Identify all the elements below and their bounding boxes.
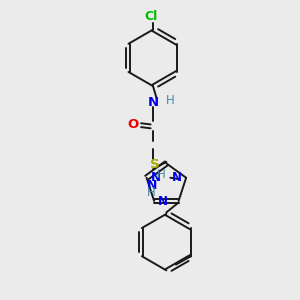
- Text: N: N: [147, 179, 157, 192]
- Text: O: O: [127, 118, 138, 131]
- Text: S: S: [150, 158, 159, 171]
- Text: H: H: [166, 94, 174, 107]
- Text: N: N: [150, 171, 161, 184]
- Text: N: N: [158, 195, 168, 208]
- Text: H: H: [147, 185, 156, 199]
- Text: N: N: [147, 96, 158, 109]
- Text: H: H: [157, 168, 165, 181]
- Text: N: N: [172, 171, 182, 184]
- Text: Cl: Cl: [145, 10, 158, 23]
